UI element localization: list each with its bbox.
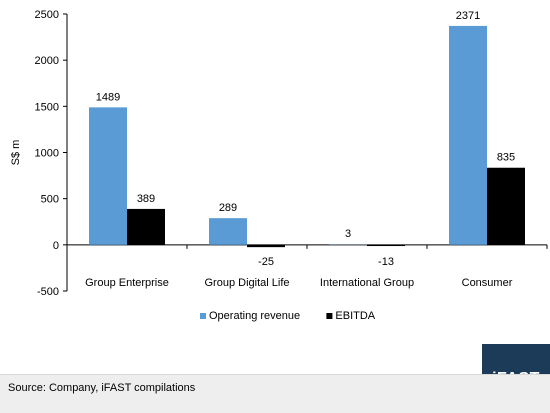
y-tick-label: 2000 xyxy=(35,55,59,67)
bar xyxy=(209,218,247,245)
data-label: 835 xyxy=(497,152,515,164)
bar xyxy=(367,244,405,247)
y-tick-label: 0 xyxy=(53,240,59,252)
data-label: -25 xyxy=(258,256,274,268)
footer-bar: Source: Company, iFAST compilations xyxy=(0,374,550,413)
source-note: Source: Company, iFAST compilations xyxy=(8,382,196,394)
data-label: 389 xyxy=(137,193,155,205)
data-label: 2371 xyxy=(456,10,480,22)
bar xyxy=(449,25,487,245)
data-label: 1489 xyxy=(96,91,120,103)
data-label: -13 xyxy=(378,256,394,268)
bar xyxy=(127,208,165,245)
y-tick-label: 500 xyxy=(41,194,59,206)
bar xyxy=(89,107,127,245)
x-tick-label: Group Enterprise xyxy=(85,277,169,289)
bar xyxy=(487,167,525,245)
x-tick-label: Group Digital Life xyxy=(205,277,290,289)
y-tick-label: 1000 xyxy=(35,148,59,160)
data-label: 3 xyxy=(345,228,351,240)
legend: Operating revenue EBITDA xyxy=(200,310,376,322)
bar-chart: -500 0 500 1000 1500 2000 2500 S$ m Group Enterp… xyxy=(10,9,548,322)
bar xyxy=(247,244,285,248)
y-tick-label: 2500 xyxy=(35,9,59,21)
y-tick-label: 1500 xyxy=(35,101,59,113)
data-labels: 1489 289 3 2371 389 -25 -13 835 xyxy=(96,10,515,268)
y-tick-label: -500 xyxy=(37,286,59,298)
legend-label: Operating revenue xyxy=(209,310,300,322)
bars xyxy=(89,25,525,248)
x-tick-label: Consumer xyxy=(462,277,513,289)
x-tick-label: International Group xyxy=(320,277,414,289)
legend-swatch xyxy=(326,313,333,319)
y-axis-title: S$ m xyxy=(10,140,22,166)
legend-label: EBITDA xyxy=(335,310,375,322)
legend-swatch xyxy=(200,313,206,319)
data-label: 289 xyxy=(219,202,237,214)
